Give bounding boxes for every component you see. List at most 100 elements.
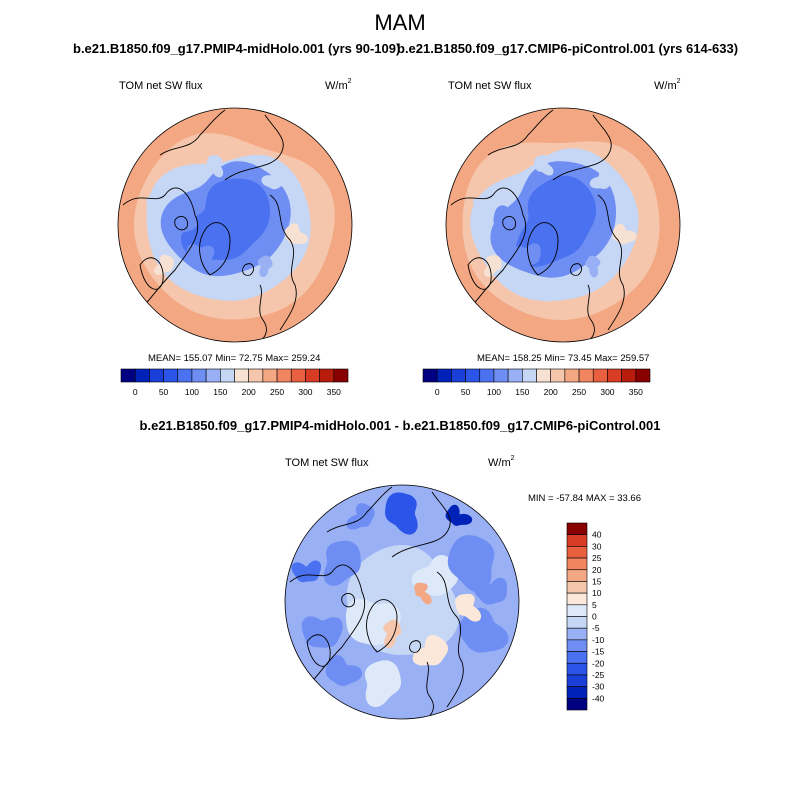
map-zone-outer-edge [447,114,680,337]
colorbar-box [451,368,466,383]
diff-patch [425,647,476,693]
map-patch [472,197,493,212]
panel3-units-sup: 2 [510,455,515,462]
colorbar-tick-label: 30 [592,541,602,551]
panel2-units-label: W/m2 [654,78,681,92]
map-patch [165,204,198,234]
coastline [306,634,331,667]
diff-patch [414,582,432,605]
map-patch [589,168,614,189]
colorbar-box [436,368,452,383]
colorbar-box [578,368,594,383]
panel2-map [446,108,680,342]
coastline [326,486,393,533]
colorbar-box [522,368,537,383]
colorbar-tick-label: -30 [592,682,605,692]
colorbar-box [262,368,278,383]
colorbar-box [205,368,221,383]
colorbar-box [465,368,481,383]
panel1-colorbar: 0 50 100 150 200 250 300 350 [120,368,349,397]
colorbar-tick-label: 150 [213,387,227,397]
panel2-colorbar: 0 50 100 150 200 250 300 350 [422,368,651,397]
panel2-units-base: W/m [654,80,677,92]
coastline [259,284,267,342]
colorbar-box [566,604,588,617]
colorbar-tick-label: 100 [185,387,199,397]
panel3-variable-label: TOM net SW flux [285,457,369,469]
panel1-map [118,108,352,342]
colorbar-box [592,368,608,383]
panel1-case-title: b.e21.B1850.f09_g17.PMIP4-midHolo.001 (y… [73,41,401,56]
colorbar-box [422,368,438,383]
colorbar-tick-label: -5 [592,623,600,633]
coastline [366,599,398,653]
colorbar-tick-label: 0 [592,612,597,622]
diff-patch [455,593,482,622]
coastline [467,257,492,290]
map-zone-arctic-margin-canadian-archipelago [490,161,616,278]
panel1-units-base: W/m [325,80,348,92]
colorbar-tick-label: -10 [592,635,605,645]
colorbar-box [566,569,588,582]
coastline [597,194,625,331]
panel3-map [285,485,519,719]
map-patch [153,254,175,275]
colorbar-tick-label: 5 [592,600,597,610]
coastline [122,187,199,311]
coastline [527,222,559,276]
coastline [269,194,297,331]
map-zone-sub-arctic [146,154,311,301]
coastline [552,114,612,181]
coastline [341,593,355,608]
colorbar-box [134,368,150,383]
colorbar-tick-label: 0 [435,387,440,397]
coastline [159,109,226,156]
colorbar-tick-label: 50 [159,387,169,397]
colorbar-box [566,627,588,641]
coastline [487,109,554,156]
map-zone-mid-latitudes [133,133,335,320]
colorbar-box [566,639,588,652]
diff-patch [291,560,322,583]
diff-patch [445,504,473,526]
diff-background [285,485,519,719]
panel2-units-sup: 2 [676,78,681,85]
colorbar-tick-label: -40 [592,693,605,703]
colorbar-box [290,368,306,383]
diff-patch [473,577,508,605]
colorbar-box [566,651,588,664]
diff-patch [301,616,343,648]
colorbar-tick-label: 10 [592,588,602,598]
coastline [502,216,516,231]
colorbar-box [120,368,136,383]
colorbar-tick-label: 50 [461,387,471,397]
colorbar-tick-label: 150 [515,387,529,397]
diff-patch [364,660,402,708]
coastline [450,187,527,311]
colorbar-tick-label: 0 [133,387,138,397]
colorbar-box [566,686,588,699]
colorbar-box [564,368,580,383]
colorbar-tick-label: -15 [592,647,605,657]
diff-patch [402,689,422,719]
colorbar-tick-label: 20 [592,565,602,575]
map-zone-arctic-margin-canadian-archipelago [160,161,291,277]
colorbar-tick-label: 250 [572,387,586,397]
colorbar-tick-label: 350 [629,387,643,397]
panel3-case-title: b.e21.B1850.f09_g17.PMIP4-midHolo.001 - … [139,418,661,433]
map-patch [146,196,167,213]
colorbar-tick-label: 40 [592,530,602,540]
coastline [224,114,284,181]
coastline [174,216,188,231]
colorbar-box [248,368,264,383]
colorbar-tick-label: 300 [600,387,614,397]
panel3-units-base: W/m [488,457,511,469]
map-border [284,484,520,720]
coastline [409,640,422,653]
colorbar-box [319,368,335,383]
diff-patch [325,655,363,687]
colorbar-tick-label: 300 [298,387,312,397]
colorbar-box [566,522,588,535]
